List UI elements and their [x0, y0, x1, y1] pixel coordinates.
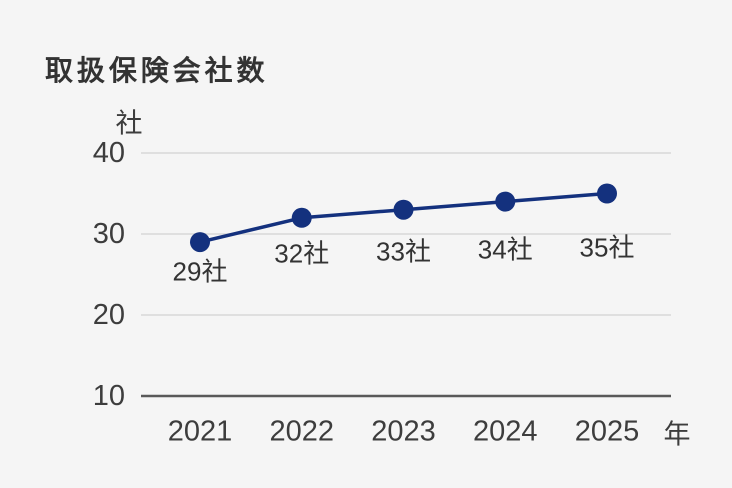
y-axis-tick-label: 20 — [92, 299, 125, 331]
data-point-marker — [597, 183, 617, 204]
x-axis-tick-label-2024: 2024 — [472, 415, 538, 448]
x-axis-tick-label-2022: 2022 — [269, 415, 335, 448]
data-point-marker — [495, 191, 516, 212]
y-axis-unit-label: 社 — [115, 108, 143, 139]
data-point-label: 33社 — [376, 236, 431, 267]
x-axis-tick-label-2023: 2023 — [371, 415, 436, 448]
data-point-marker — [190, 232, 210, 253]
data-point-marker — [393, 199, 414, 220]
data-point-label: 35社 — [579, 232, 635, 262]
x-axis-tick-label-2025: 2025 — [574, 415, 640, 448]
data-point-label: 34社 — [477, 234, 533, 265]
x-axis-unit-label: 年 — [663, 419, 691, 450]
y-axis-tick-label: 30 — [92, 218, 125, 250]
x-axis-tick-label-2021: 2021 — [167, 415, 233, 448]
data-point-label: 29社 — [172, 256, 228, 287]
chart-title: 取扱保険会社数 — [45, 55, 269, 86]
data-point-label: 32社 — [274, 238, 330, 269]
y-axis-tick-label: 40 — [92, 137, 125, 169]
data-point-marker — [291, 207, 312, 228]
y-axis-tick-label: 10 — [92, 380, 125, 412]
